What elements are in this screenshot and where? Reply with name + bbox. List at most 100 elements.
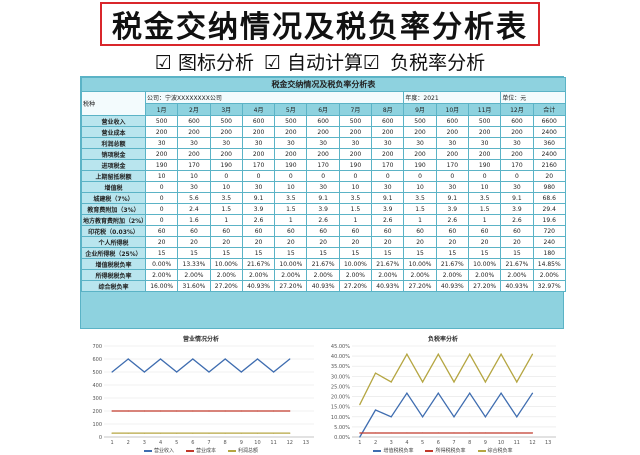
table-cell[interactable]: 200 <box>467 148 502 160</box>
table-cell[interactable]: 31.60% <box>177 280 211 292</box>
table-cell[interactable]: 60 <box>274 225 308 237</box>
table-cell[interactable]: 0 <box>435 170 469 182</box>
table-cell[interactable]: 0.00% <box>144 258 179 270</box>
table-cell[interactable]: 200 <box>306 148 340 160</box>
table-cell[interactable]: 15 <box>403 247 437 259</box>
table-cell[interactable]: 6600 <box>532 115 566 127</box>
table-cell[interactable]: 0 <box>338 170 373 182</box>
table-cell[interactable]: 240 <box>532 236 566 248</box>
table-cell[interactable]: 1 <box>274 214 308 226</box>
table-cell[interactable]: 2.6 <box>371 214 405 226</box>
table-cell[interactable]: 190 <box>144 159 179 171</box>
table-cell[interactable]: 200 <box>274 126 308 138</box>
table-cell[interactable]: 30 <box>371 181 405 193</box>
table-cell[interactable]: 0 <box>274 170 308 182</box>
table-cell[interactable]: 200 <box>144 148 179 160</box>
table-cell[interactable]: 30 <box>435 137 469 149</box>
table-cell[interactable]: 15 <box>371 247 405 259</box>
table-cell[interactable]: 2.6 <box>306 214 340 226</box>
table-cell[interactable]: 10.00% <box>467 258 502 270</box>
table-cell[interactable]: 3.9 <box>435 203 469 215</box>
table-cell[interactable]: 3.5 <box>209 192 243 204</box>
table-cell[interactable]: 29.4 <box>532 203 566 215</box>
table-cell[interactable]: 27.20% <box>209 280 243 292</box>
table-cell[interactable]: 200 <box>435 126 469 138</box>
table-cell[interactable]: 60 <box>500 225 534 237</box>
table-cell[interactable]: 1.5 <box>209 203 243 215</box>
table-cell[interactable]: 200 <box>371 148 405 160</box>
table-cell[interactable]: 60 <box>241 225 276 237</box>
table-cell[interactable]: 20 <box>177 236 211 248</box>
table-cell[interactable]: 600 <box>500 115 534 127</box>
table-cell[interactable]: 2160 <box>532 159 566 171</box>
table-cell[interactable]: 2.6 <box>435 214 469 226</box>
table-cell[interactable]: 600 <box>241 115 276 127</box>
table-cell[interactable]: 30 <box>241 181 276 193</box>
table-cell[interactable]: 200 <box>371 126 405 138</box>
table-cell[interactable]: 14.85% <box>532 258 566 270</box>
table-cell[interactable]: 9.1 <box>371 192 405 204</box>
table-cell[interactable]: 60 <box>144 225 179 237</box>
table-cell[interactable]: 1.5 <box>274 203 308 215</box>
table-cell[interactable]: 1.5 <box>338 203 373 215</box>
table-cell[interactable]: 10 <box>274 181 308 193</box>
table-cell[interactable]: 170 <box>306 159 340 171</box>
table-cell[interactable]: 600 <box>306 115 340 127</box>
table-cell[interactable]: 500 <box>144 115 179 127</box>
table-cell[interactable]: 200 <box>306 126 340 138</box>
table-cell[interactable]: 0 <box>144 181 179 193</box>
table-cell[interactable]: 200 <box>500 148 534 160</box>
table-cell[interactable]: 2.00% <box>403 269 437 281</box>
table-cell[interactable]: 1.5 <box>403 203 437 215</box>
table-cell[interactable]: 170 <box>435 159 469 171</box>
table-cell[interactable]: 60 <box>467 225 502 237</box>
table-cell[interactable]: 2.00% <box>209 269 243 281</box>
table-cell[interactable]: 19.6 <box>532 214 566 226</box>
table-cell[interactable]: 170 <box>177 159 211 171</box>
table-cell[interactable]: 190 <box>467 159 502 171</box>
table-cell[interactable]: 500 <box>338 115 373 127</box>
table-cell[interactable]: 500 <box>467 115 502 127</box>
table-cell[interactable]: 170 <box>500 159 534 171</box>
table-cell[interactable]: 9.1 <box>306 192 340 204</box>
table-cell[interactable]: 600 <box>371 115 405 127</box>
table-cell[interactable]: 15 <box>144 247 179 259</box>
table-cell[interactable]: 20 <box>306 236 340 248</box>
table-cell[interactable]: 30 <box>306 181 340 193</box>
table-cell[interactable]: 20 <box>371 236 405 248</box>
table-cell[interactable]: 15 <box>209 247 243 259</box>
table-cell[interactable]: 10 <box>403 181 437 193</box>
table-cell[interactable]: 190 <box>209 159 243 171</box>
table-cell[interactable]: 2.00% <box>500 269 534 281</box>
table-cell[interactable]: 10 <box>144 170 179 182</box>
table-cell[interactable]: 2.00% <box>435 269 469 281</box>
table-cell[interactable]: 15 <box>274 247 308 259</box>
table-cell[interactable]: 2.00% <box>177 269 211 281</box>
table-cell[interactable]: 1 <box>209 214 243 226</box>
table-cell[interactable]: 3.9 <box>241 203 276 215</box>
table-cell[interactable]: 20 <box>403 236 437 248</box>
table-cell[interactable]: 10.00% <box>274 258 308 270</box>
table-cell[interactable]: 60 <box>403 225 437 237</box>
table-cell[interactable]: 1 <box>403 214 437 226</box>
table-cell[interactable]: 21.67% <box>241 258 276 270</box>
table-cell[interactable]: 60 <box>371 225 405 237</box>
table-cell[interactable]: 200 <box>274 148 308 160</box>
table-cell[interactable]: 40.93% <box>306 280 340 292</box>
table-cell[interactable]: 20 <box>241 236 276 248</box>
table-cell[interactable]: 200 <box>403 126 437 138</box>
table-cell[interactable]: 9.1 <box>241 192 276 204</box>
table-cell[interactable]: 3.9 <box>371 203 405 215</box>
table-cell[interactable]: 30 <box>209 137 243 149</box>
table-cell[interactable]: 27.20% <box>467 280 502 292</box>
table-cell[interactable]: 21.67% <box>500 258 534 270</box>
table-cell[interactable]: 3.9 <box>500 203 534 215</box>
table-cell[interactable]: 20 <box>532 170 566 182</box>
table-cell[interactable]: 27.20% <box>338 280 373 292</box>
table-cell[interactable]: 3.5 <box>467 192 502 204</box>
table-cell[interactable]: 2.4 <box>177 203 211 215</box>
table-cell[interactable]: 170 <box>241 159 276 171</box>
table-cell[interactable]: 15 <box>338 247 373 259</box>
table-cell[interactable]: 180 <box>532 247 566 259</box>
table-cell[interactable]: 30 <box>274 137 308 149</box>
